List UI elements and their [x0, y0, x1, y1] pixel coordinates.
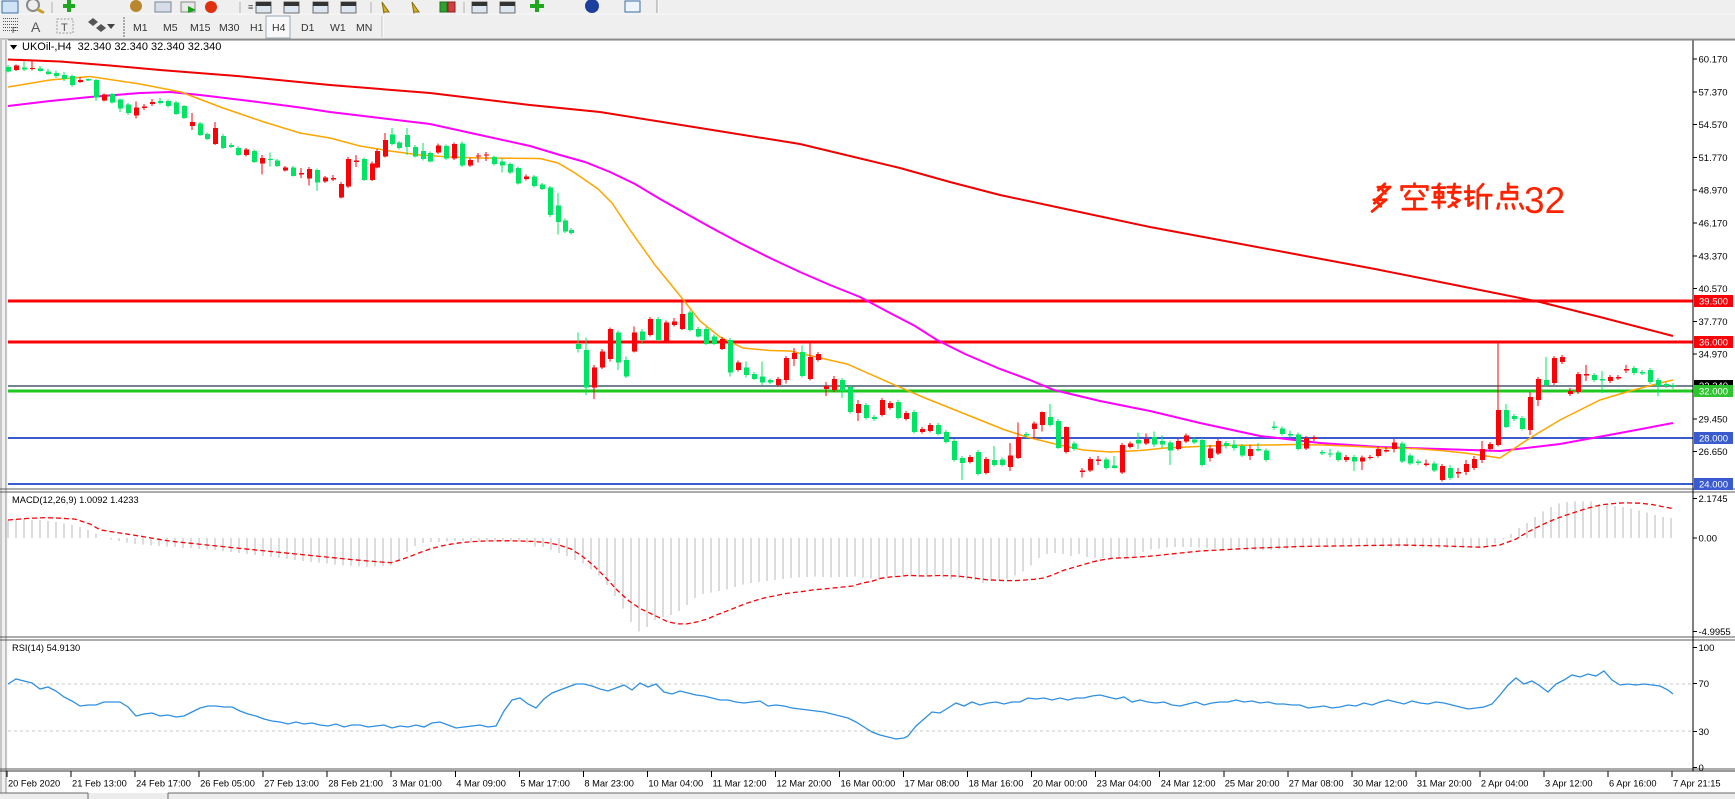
svg-text:27 Feb 13:00: 27 Feb 13:00: [264, 779, 319, 789]
svg-text:0.00: 0.00: [1699, 533, 1718, 544]
svg-text:-4.9955: -4.9955: [1699, 627, 1731, 638]
svg-text:10 Mar 04:00: 10 Mar 04:00: [648, 779, 703, 789]
svg-text:100: 100: [1699, 643, 1715, 654]
svg-text:26.650: 26.650: [1699, 447, 1728, 458]
svg-text:D1: D1: [301, 22, 315, 34]
svg-text:34.970: 34.970: [1699, 350, 1728, 361]
svg-text:23 Mar 04:00: 23 Mar 04:00: [1097, 779, 1152, 789]
svg-text:≡: ≡: [248, 2, 253, 12]
svg-text:M15: M15: [190, 22, 211, 34]
svg-text:M1: M1: [133, 22, 148, 34]
svg-text:30 Mar 12:00: 30 Mar 12:00: [1353, 779, 1408, 789]
svg-text:25 Mar 20:00: 25 Mar 20:00: [1225, 779, 1280, 789]
svg-text:30: 30: [1699, 727, 1710, 738]
svg-text:H1: H1: [250, 22, 264, 34]
svg-text:70: 70: [1699, 679, 1710, 690]
svg-text:29.450: 29.450: [1699, 415, 1728, 426]
svg-text:36.000: 36.000: [1699, 338, 1728, 349]
svg-text:51.770: 51.770: [1699, 153, 1728, 164]
svg-text:W1: W1: [330, 22, 346, 34]
svg-text:57.370: 57.370: [1699, 87, 1728, 98]
svg-text:MN: MN: [356, 22, 372, 34]
svg-text:4 Mar 09:00: 4 Mar 09:00: [456, 779, 506, 789]
svg-text:27 Mar 08:00: 27 Mar 08:00: [1289, 779, 1344, 789]
svg-text:26 Feb 05:00: 26 Feb 05:00: [200, 779, 255, 789]
svg-text:37.770: 37.770: [1699, 317, 1728, 328]
svg-text:7 Apr 21:15: 7 Apr 21:15: [1673, 779, 1721, 789]
svg-text:39.500: 39.500: [1699, 297, 1728, 308]
svg-text:RSI(14) 54.9130: RSI(14) 54.9130: [12, 643, 80, 653]
svg-text:24 Mar 12:00: 24 Mar 12:00: [1161, 779, 1216, 789]
svg-text:28.000: 28.000: [1699, 434, 1728, 445]
svg-text:43.370: 43.370: [1699, 251, 1728, 262]
svg-text:3 Mar 01:00: 3 Mar 01:00: [392, 779, 442, 789]
svg-text:60.170: 60.170: [1699, 55, 1728, 66]
svg-text:MACD(12,26,9) 1.0092 1.4233: MACD(12,26,9) 1.0092 1.4233: [12, 495, 139, 505]
svg-text:28 Feb 21:00: 28 Feb 21:00: [328, 779, 383, 789]
svg-text:20 Feb 2020: 20 Feb 2020: [8, 779, 60, 789]
svg-text:21 Feb 13:00: 21 Feb 13:00: [72, 779, 127, 789]
svg-text:12 Mar 20:00: 12 Mar 20:00: [776, 779, 831, 789]
svg-text:A: A: [31, 19, 41, 35]
svg-text:17 Mar 08:00: 17 Mar 08:00: [905, 779, 960, 789]
svg-text:3 Apr 12:00: 3 Apr 12:00: [1545, 779, 1593, 789]
svg-text:18 Mar 16:00: 18 Mar 16:00: [969, 779, 1024, 789]
svg-text:46.170: 46.170: [1699, 219, 1728, 230]
svg-text:M30: M30: [219, 22, 240, 34]
svg-text:20 Mar 00:00: 20 Mar 00:00: [1033, 779, 1088, 789]
svg-text:2.1745: 2.1745: [1699, 494, 1728, 505]
svg-text:32: 32: [1524, 180, 1565, 221]
svg-text:8 Mar 23:00: 8 Mar 23:00: [584, 779, 634, 789]
svg-text:16 Mar 00:00: 16 Mar 00:00: [841, 779, 896, 789]
svg-text:11 Mar 12:00: 11 Mar 12:00: [712, 779, 766, 789]
svg-text:6 Apr 16:00: 6 Apr 16:00: [1609, 779, 1657, 789]
svg-text:40.570: 40.570: [1699, 284, 1728, 295]
svg-text:0: 0: [1699, 763, 1704, 774]
svg-text:M5: M5: [163, 22, 178, 34]
svg-text:H4: H4: [272, 22, 286, 34]
svg-text:32.000: 32.000: [1699, 387, 1728, 398]
svg-text:48.970: 48.970: [1699, 186, 1728, 197]
svg-text:54.570: 54.570: [1699, 120, 1728, 131]
svg-text:T: T: [61, 22, 68, 34]
svg-text:UKOil-,H4 32.340 32.340 32.34: UKOil-,H4 32.340 32.340 32.340 32.340: [22, 41, 221, 53]
svg-text:24.000: 24.000: [1699, 480, 1728, 491]
svg-text:5 Mar 17:00: 5 Mar 17:00: [520, 779, 570, 789]
svg-text:31 Mar 20:00: 31 Mar 20:00: [1417, 779, 1472, 789]
svg-text:F: F: [12, 26, 17, 35]
svg-text:2 Apr 04:00: 2 Apr 04:00: [1481, 779, 1529, 789]
svg-text:24 Feb 17:00: 24 Feb 17:00: [136, 779, 191, 789]
